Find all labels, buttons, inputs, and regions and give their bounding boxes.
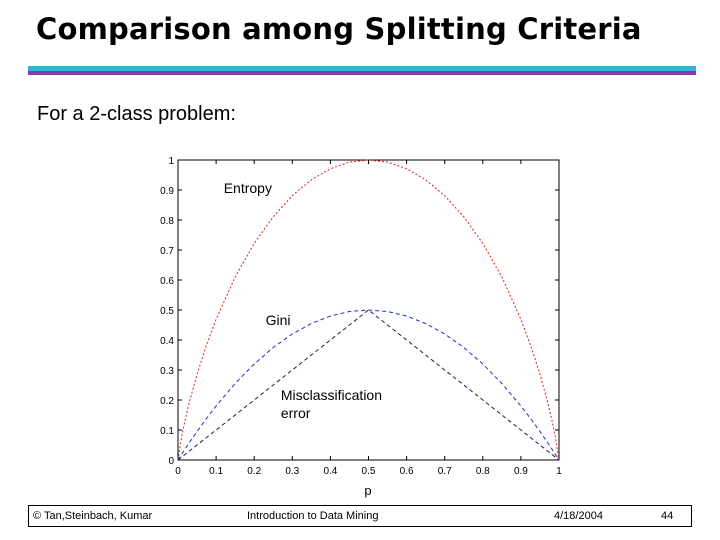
slide-footer: © Tan,Steinbach, Kumar Introduction to D… bbox=[28, 505, 692, 527]
y-tick-label: 0.8 bbox=[160, 216, 174, 227]
y-tick-label: 0.5 bbox=[160, 306, 174, 317]
x-tick-label: 0 bbox=[175, 466, 181, 477]
x-tick-label: 0.7 bbox=[438, 466, 452, 477]
x-tick-label: 0.2 bbox=[247, 466, 261, 477]
x-tick-label: 0.8 bbox=[476, 466, 490, 477]
y-tick-label: 1 bbox=[168, 156, 174, 167]
y-tick-label: 0 bbox=[168, 456, 174, 467]
y-tick-label: 0.4 bbox=[160, 336, 174, 347]
splitting-criteria-chart: 0 0.1 0.2 0.3 0.4 0.5 0.6 0.7 0.8 0.9 1 0 0.1 0.2 0.3 0… bbox=[160, 156, 562, 498]
x-tick-label: 1 bbox=[556, 466, 562, 477]
curve-annotation: Entropy bbox=[224, 180, 272, 196]
series-line-entropy bbox=[177, 159, 560, 461]
y-tick-label: 0.7 bbox=[160, 246, 174, 257]
slide-title: Comparison among Splitting Criteria bbox=[36, 12, 642, 46]
series-line-gini bbox=[177, 309, 560, 461]
y-tick-label: 0.6 bbox=[160, 276, 174, 287]
x-axis-label: p bbox=[364, 483, 371, 498]
footer-page-number: 44 bbox=[661, 510, 674, 522]
title-rule-cyan bbox=[28, 66, 696, 71]
curve-annotation: Gini bbox=[266, 312, 291, 328]
x-tick-label: 0.9 bbox=[514, 466, 528, 477]
curve-annotation: error bbox=[281, 405, 311, 421]
slide-subtitle: For a 2-class problem: bbox=[37, 103, 236, 125]
footer-date: 4/18/2004 bbox=[554, 510, 603, 522]
y-tick-label: 0.1 bbox=[160, 426, 174, 437]
title-rule-purple bbox=[28, 71, 696, 75]
x-tick-label: 0.4 bbox=[323, 466, 337, 477]
series-line-misclassification-error bbox=[177, 309, 560, 461]
curve-annotation: Misclassification bbox=[281, 387, 382, 403]
x-tick-label: 0.6 bbox=[400, 466, 414, 477]
y-tick-label: 0.2 bbox=[160, 396, 174, 407]
x-tick-label: 0.5 bbox=[362, 466, 376, 477]
x-tick-label: 0.3 bbox=[285, 466, 299, 477]
footer-copyright: © Tan,Steinbach, Kumar bbox=[33, 510, 153, 522]
footer-course: Introduction to Data Mining bbox=[247, 510, 379, 522]
y-tick-label: 0.3 bbox=[160, 366, 174, 377]
y-tick-label: 0.9 bbox=[160, 186, 174, 197]
x-tick-label: 0.1 bbox=[209, 466, 223, 477]
